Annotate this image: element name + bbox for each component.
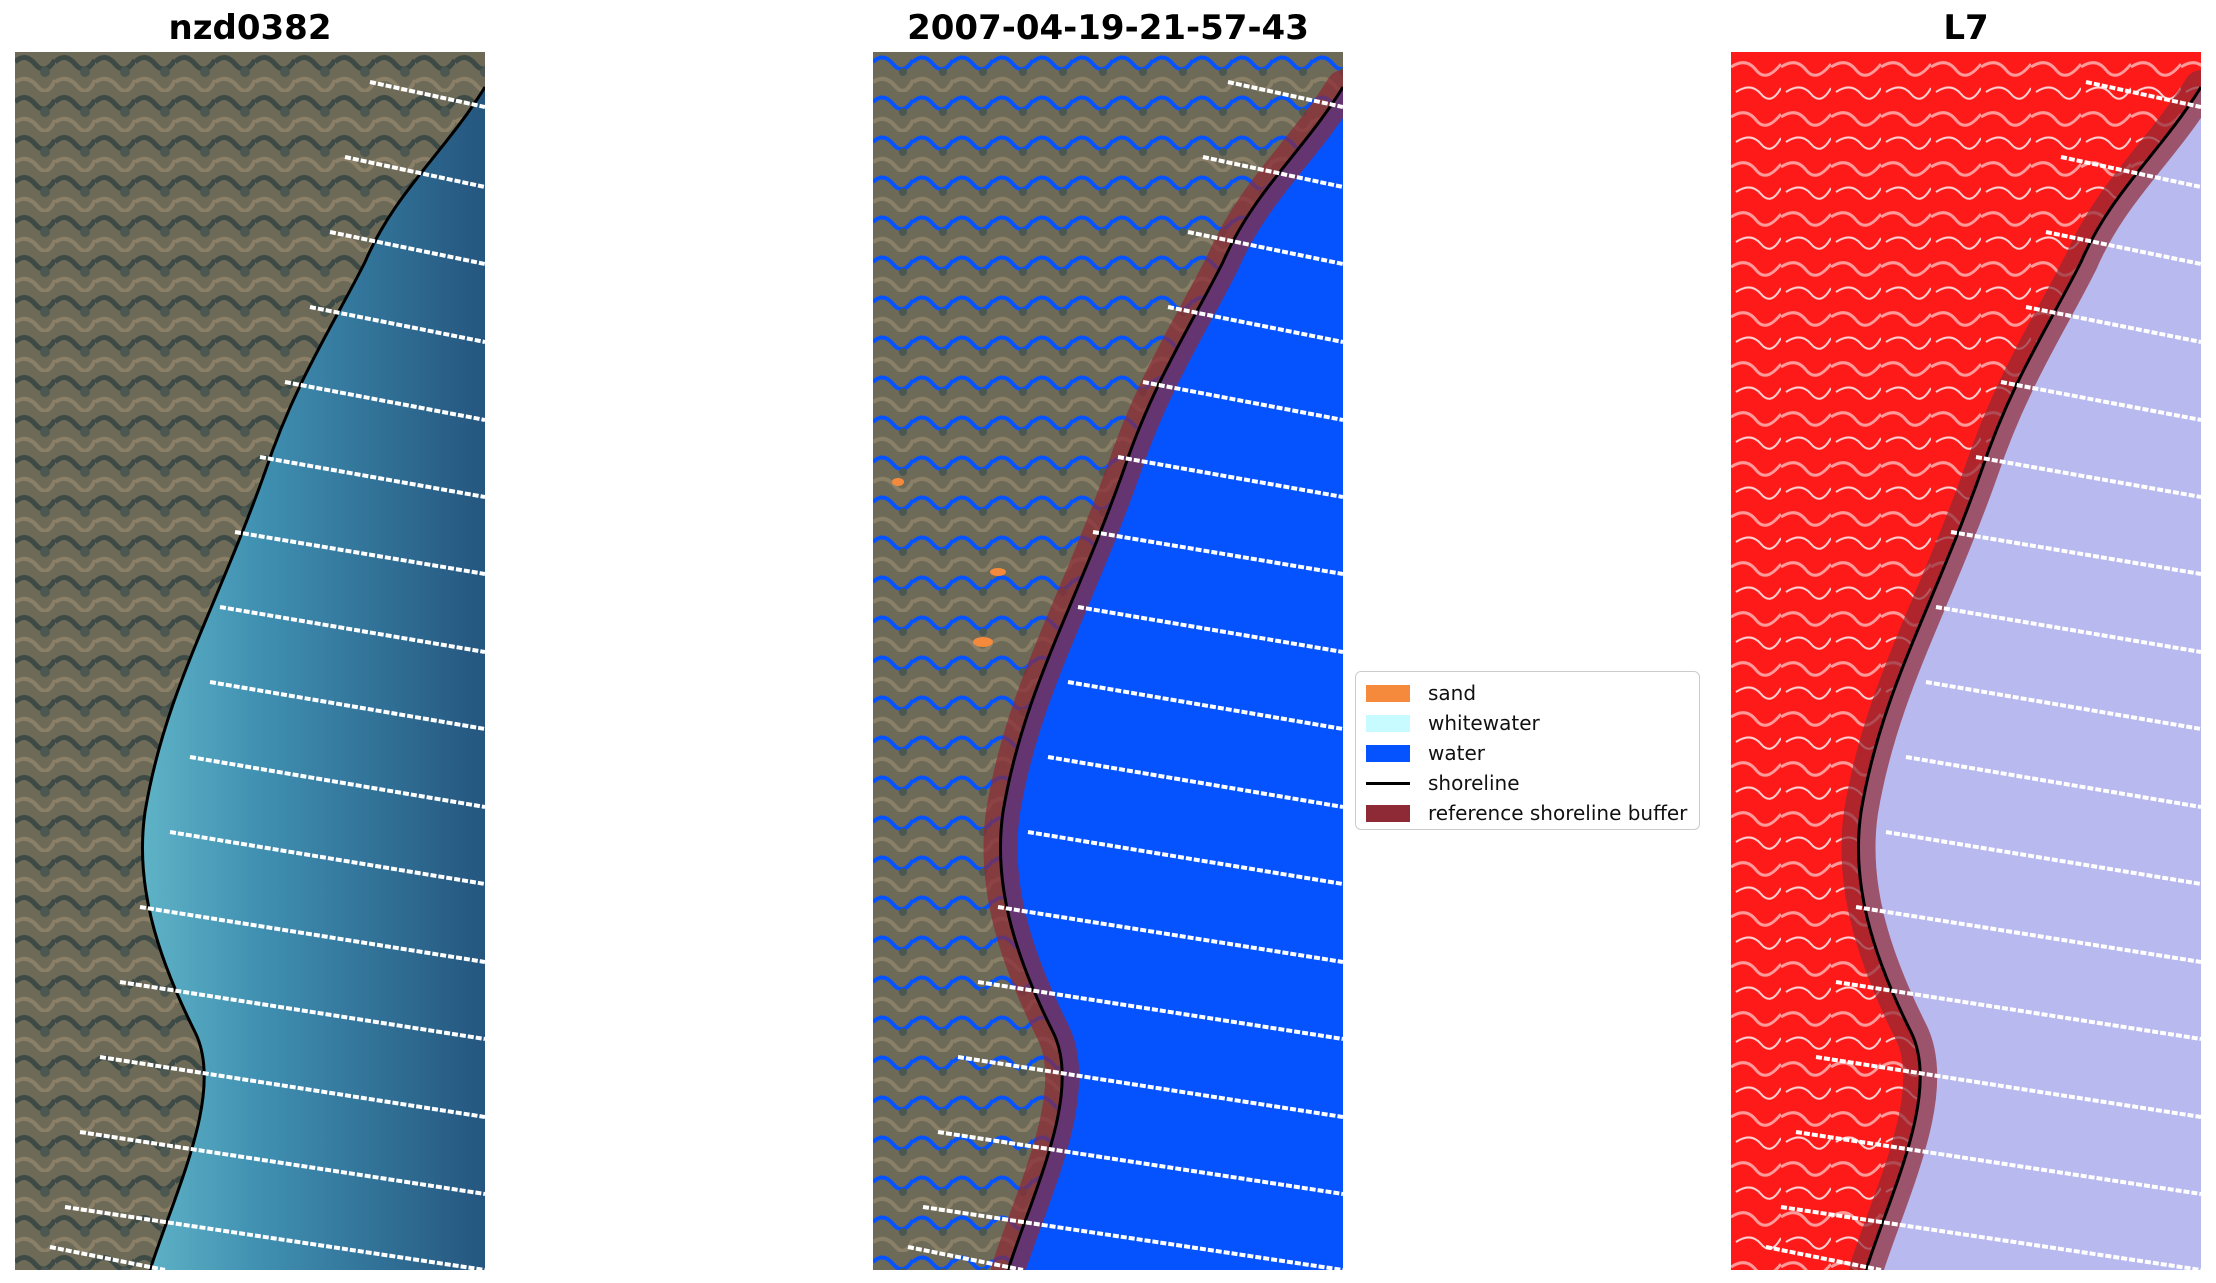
legend-label: shoreline bbox=[1428, 771, 1520, 795]
sand-swatch bbox=[1366, 684, 1410, 702]
legend-item-shoreline: shoreline bbox=[1366, 768, 1689, 798]
whitewater-swatch bbox=[1366, 714, 1410, 732]
legend: sand whitewater water shoreline referenc… bbox=[1355, 671, 1700, 830]
water-swatch bbox=[1366, 744, 1410, 762]
transects bbox=[49, 80, 485, 1270]
shoreline bbox=[1856, 86, 2201, 1270]
sea-area bbox=[142, 87, 485, 1270]
panel-title-index: L7 bbox=[1943, 8, 1989, 48]
shoreline-line-swatch bbox=[1366, 781, 1410, 785]
legend-item-reference-shoreline-buffer: reference shoreline buffer bbox=[1366, 798, 1689, 828]
legend-label: water bbox=[1428, 741, 1485, 765]
legend-item-water: water bbox=[1366, 738, 1689, 768]
legend-label: sand bbox=[1428, 681, 1477, 705]
panel-title-classified: 2007-04-19-21-57-43 bbox=[907, 8, 1309, 48]
shoreline bbox=[140, 86, 485, 1270]
transects bbox=[907, 80, 1343, 1270]
shoreline bbox=[998, 86, 1343, 1270]
legend-label: whitewater bbox=[1428, 711, 1540, 735]
rgb-image-panel bbox=[15, 52, 485, 1270]
legend-label: reference shoreline buffer bbox=[1428, 801, 1688, 825]
index-image-panel bbox=[1731, 52, 2201, 1270]
sea-area bbox=[1858, 87, 2201, 1270]
transects bbox=[1765, 80, 2201, 1270]
legend-item-whitewater: whitewater bbox=[1366, 708, 1689, 738]
legend-item-sand: sand bbox=[1366, 678, 1689, 708]
sand-patches bbox=[892, 478, 1006, 647]
classified-image-panel bbox=[873, 52, 1343, 1270]
panel-title-rgb: nzd0382 bbox=[168, 8, 332, 48]
buffer-swatch bbox=[1366, 804, 1410, 822]
water-class-area bbox=[1000, 87, 1343, 1270]
